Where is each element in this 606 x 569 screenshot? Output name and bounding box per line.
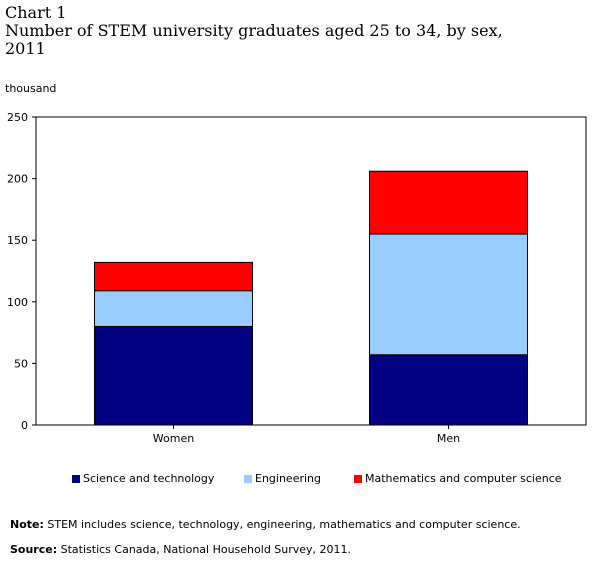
- legend-swatch: [72, 474, 80, 483]
- legend-item: Engineering: [244, 472, 321, 485]
- chart-title-block: Chart 1 Number of STEM university gradua…: [5, 4, 505, 58]
- bar-segment: [369, 170, 528, 235]
- legend-label: Mathematics and computer science: [365, 472, 562, 485]
- legend-item: Mathematics and computer science: [354, 472, 562, 485]
- bar-segment: [94, 290, 253, 327]
- y-tick-label: 100: [7, 296, 28, 309]
- plot-frame: [35, 116, 587, 426]
- source-text: Statistics Canada, National Household Su…: [57, 543, 352, 556]
- legend-label: Science and technology: [83, 472, 215, 485]
- bar-segment: [94, 325, 253, 426]
- bar-segment: [94, 261, 253, 292]
- source-label: Source:: [10, 543, 58, 556]
- y-axis-unit-label: thousand: [5, 82, 57, 95]
- bar-segment: [369, 354, 528, 426]
- y-tick-label: 250: [7, 111, 28, 124]
- note-label: Note:: [10, 518, 44, 531]
- legend-label: Engineering: [255, 472, 321, 485]
- chart-legend: Science and technology Engineering Mathema…: [0, 472, 606, 490]
- legend-item: Science and technology: [72, 472, 214, 485]
- y-tick-label: 150: [7, 234, 28, 247]
- note-text: STEM includes science, technology, engin…: [43, 518, 521, 531]
- legend-swatch: [354, 474, 362, 483]
- chart-number: Chart 1: [5, 3, 67, 22]
- y-tick-label: 200: [7, 173, 28, 186]
- bar-segment: [369, 233, 528, 356]
- x-tick-label: Women: [153, 432, 194, 445]
- legend-swatch: [244, 474, 252, 483]
- y-tick-label: 50: [14, 357, 28, 370]
- chart-note: Note: STEM includes science, technology,…: [10, 518, 521, 531]
- chart-source: Source: Statistics Canada, National Hous…: [10, 543, 351, 556]
- y-tick-label: 0: [21, 419, 28, 432]
- stacked-bar-chart: 0 50 100 150 200 250 Women Men: [7, 111, 587, 445]
- chart-title: Number of STEM university graduates aged…: [5, 21, 503, 58]
- x-tick-label: Men: [437, 432, 460, 445]
